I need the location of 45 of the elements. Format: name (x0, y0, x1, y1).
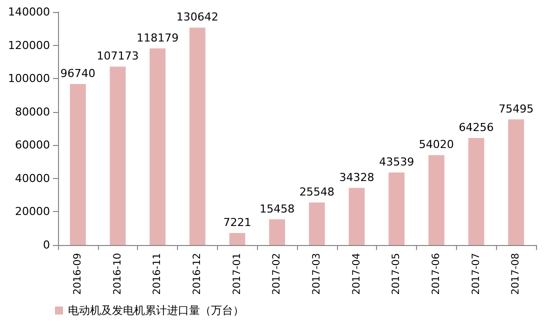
data-label: 25548 (299, 185, 334, 198)
x-tick-label: 2017-02 (272, 253, 283, 295)
y-tick-label: 100000 (8, 72, 50, 86)
bar (229, 232, 246, 245)
data-label: 15458 (260, 202, 295, 216)
legend-label: 电动机及发电机累计进口量（万台） (68, 304, 244, 317)
y-tick-label: 80000 (15, 105, 50, 118)
x-tick-label: 2016-12 (192, 253, 203, 295)
x-tick-label: 2017-03 (311, 253, 322, 295)
data-label: 54020 (418, 138, 454, 152)
bar (150, 48, 166, 245)
data-label: 7221 (223, 216, 252, 229)
y-tick-label: 20000 (15, 205, 50, 218)
data-label: 64256 (458, 121, 494, 134)
data-label: 96740 (60, 66, 96, 80)
data-label: 107173 (96, 50, 139, 63)
x-tick-label: 2017-04 (351, 253, 362, 295)
x-tick-label: 2017-05 (391, 253, 402, 295)
bar (468, 138, 484, 245)
data-label: 34328 (339, 170, 374, 184)
y-tick-label: 140000 (8, 6, 50, 18)
bar (110, 66, 126, 245)
y-tick-label: 120000 (8, 38, 50, 52)
y-tick-label: 0 (43, 238, 50, 252)
bar (70, 84, 86, 245)
x-tick-label: 2017-08 (510, 253, 522, 295)
data-label: 43539 (379, 156, 414, 169)
x-tick-label: 2017-06 (430, 253, 442, 295)
bar (269, 219, 286, 245)
bar (428, 155, 444, 245)
data-label: 75495 (498, 102, 534, 116)
bar (508, 119, 524, 245)
y-tick-label: 40000 (15, 172, 50, 185)
bar (189, 28, 206, 245)
x-tick-label: 2016-11 (152, 253, 164, 295)
x-tick-label: 2017-07 (470, 253, 482, 295)
data-label: 130642 (176, 10, 218, 24)
x-tick-label: 2016-09 (72, 253, 84, 295)
x-tick-label: 2017-01 (232, 253, 243, 295)
x-tick-label: 2016-10 (112, 253, 124, 295)
y-tick-label: 60000 (15, 138, 50, 152)
data-label: 118179 (136, 31, 179, 44)
bar (388, 172, 405, 245)
bar (348, 188, 365, 245)
bar (308, 202, 325, 245)
